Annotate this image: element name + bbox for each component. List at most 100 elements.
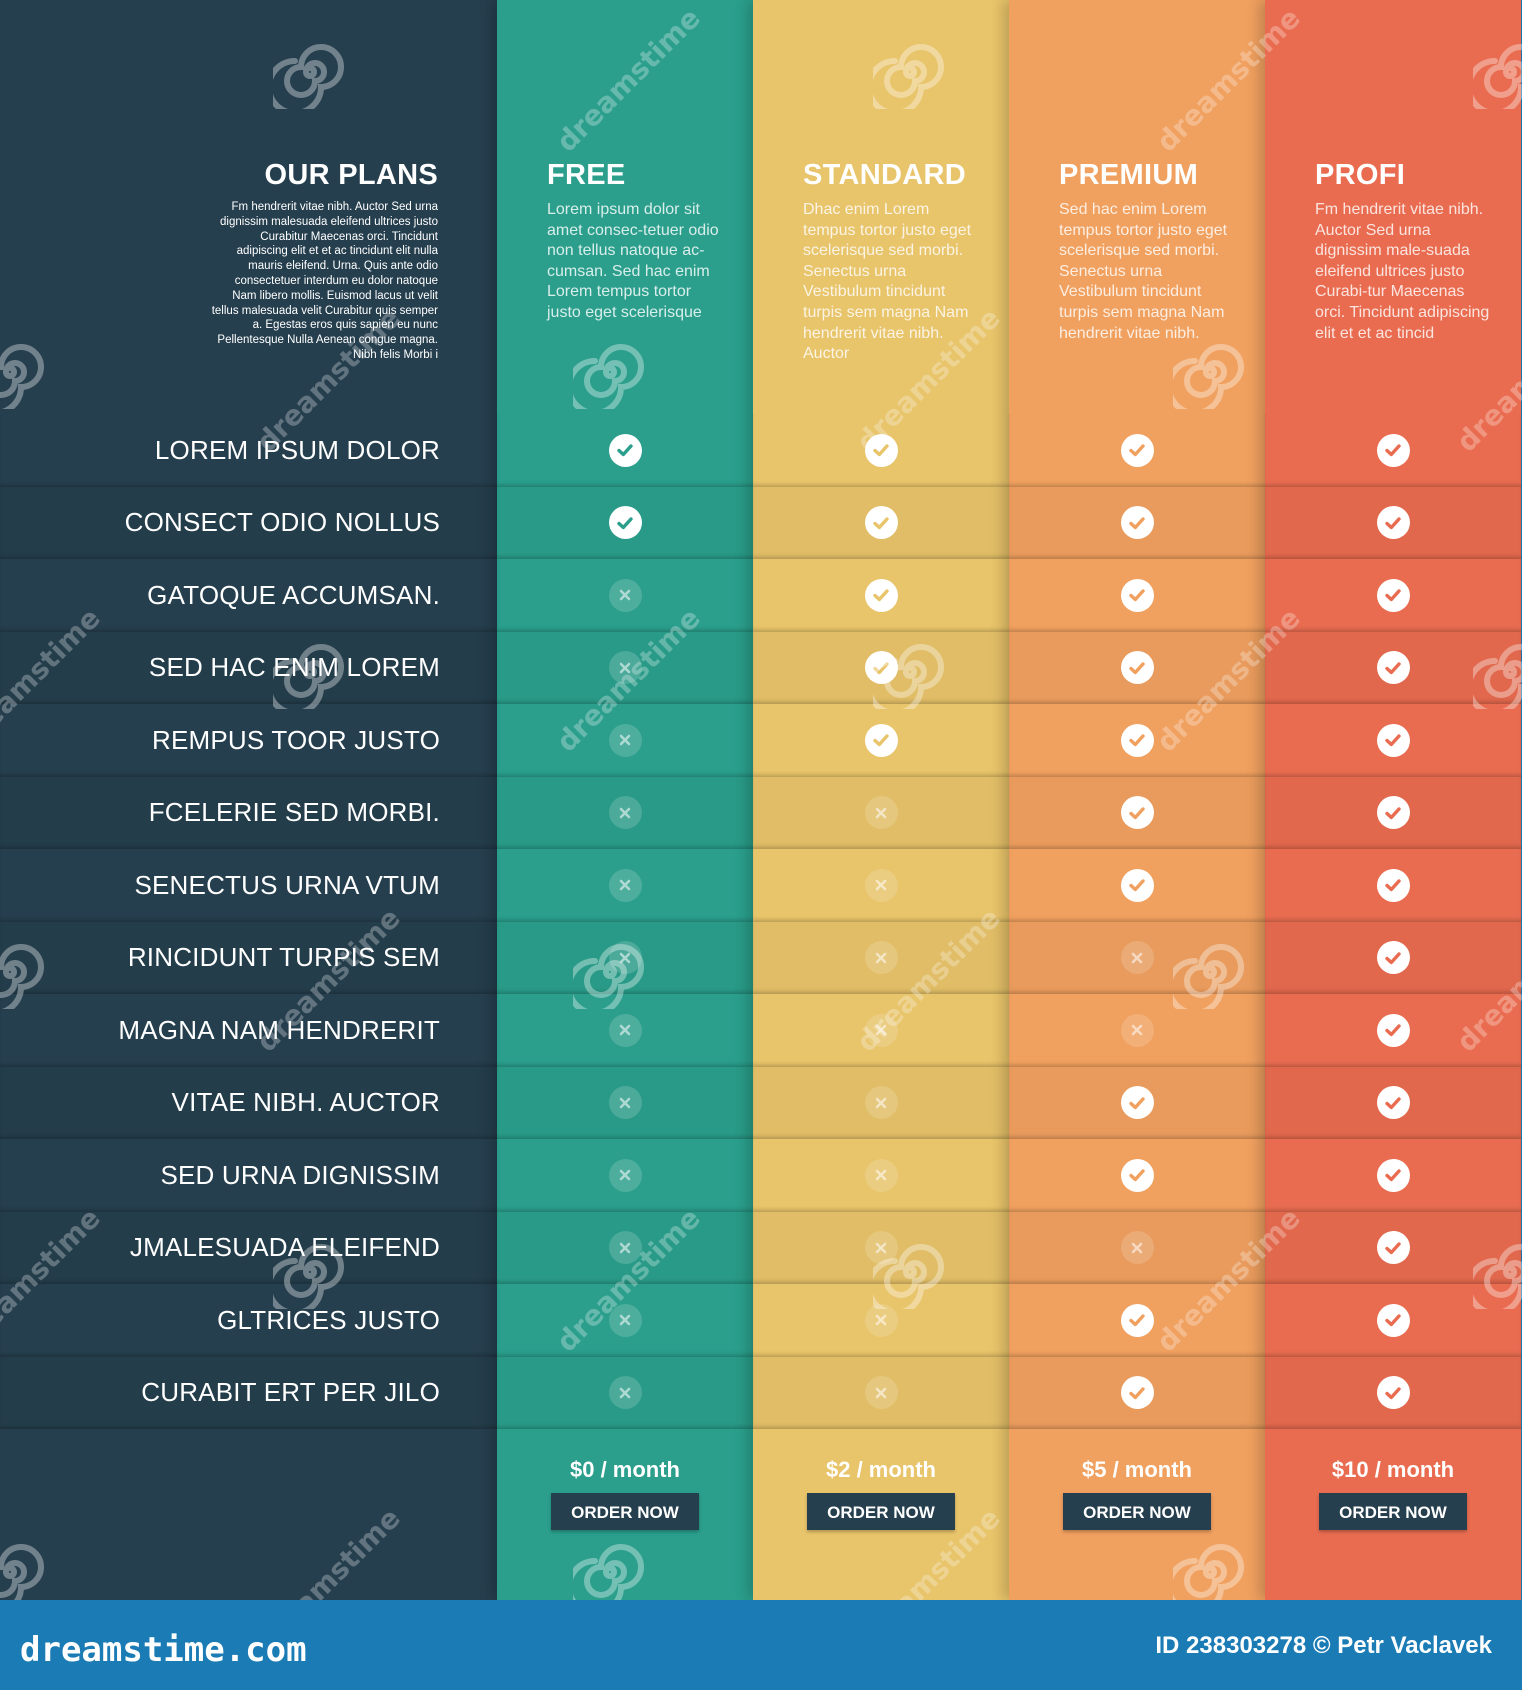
- feature-cell: [753, 994, 1009, 1067]
- x-circle-icon: [608, 578, 642, 612]
- check-circle-icon: [864, 578, 898, 612]
- x-circle-icon: [864, 1158, 898, 1192]
- plan-header: PROFI Fm hendrerit vitae nibh. Auctor Sed…: [1265, 0, 1521, 414]
- plan-price: $5 / month: [1081, 1457, 1192, 1482]
- feature-row: FCELERIE SED MORBI.: [0, 777, 497, 850]
- check-circle-icon: [1376, 1376, 1410, 1410]
- order-now-button[interactable]: ORDER NOW: [1319, 1493, 1467, 1530]
- x-circle-icon: [1120, 1231, 1154, 1265]
- feature-cell: [753, 1067, 1009, 1140]
- x-circle-icon: [864, 1086, 898, 1120]
- plan-feature-list: [1265, 414, 1521, 1429]
- feature-row: SED URNA DIGNISSIM: [0, 1139, 497, 1212]
- check-circle-icon: [1376, 1303, 1410, 1337]
- plan-column-free: FREE Lorem ipsum dolor sit amet consec-te…: [497, 0, 753, 1600]
- feature-cell: [753, 922, 1009, 995]
- check-circle-icon: [1376, 578, 1410, 612]
- check-circle-icon: [1376, 506, 1410, 540]
- x-circle-icon: [864, 1376, 898, 1410]
- check-circle-icon: [1120, 1376, 1154, 1410]
- plan-name: PREMIUM: [1059, 159, 1199, 191]
- feature-label: SED HAC ENIM LOREM: [148, 652, 440, 683]
- plan-description: Sed hac enim Lorem tempus tortor justo e…: [1059, 201, 1228, 342]
- feature-cell: [753, 777, 1009, 850]
- intro-text: Fm hendrerit vitae nibh. Auctor Sed urna…: [211, 201, 438, 361]
- feature-cell: [753, 632, 1009, 705]
- feature-cell: [1265, 849, 1521, 922]
- feature-cell: [497, 1212, 753, 1285]
- feature-cell: [1265, 922, 1521, 995]
- feature-row: SED HAC ENIM LOREM: [0, 632, 497, 705]
- check-circle-icon: [1376, 1013, 1410, 1047]
- plan-feature-list: [1009, 414, 1265, 1429]
- feature-label: GLTRICES JUSTO: [217, 1304, 440, 1335]
- check-circle-icon: [608, 506, 642, 540]
- plan-description: Lorem ipsum dolor sit amet consec-tetuer…: [547, 201, 719, 321]
- feature-cell: [753, 414, 1009, 487]
- section-title: OUR PLANS: [264, 159, 438, 191]
- order-now-button[interactable]: ORDER NOW: [807, 1493, 955, 1530]
- feature-cell: [1265, 414, 1521, 487]
- feature-cell: [497, 559, 753, 632]
- order-now-button[interactable]: ORDER NOW: [551, 1493, 699, 1530]
- x-circle-icon: [864, 1231, 898, 1265]
- plan-description: Dhac enim Lorem tempus tortor justo eget…: [803, 201, 972, 363]
- feature-cell: [1265, 994, 1521, 1067]
- feature-cell: [497, 704, 753, 777]
- feature-cell: [1265, 632, 1521, 705]
- feature-cell: [1009, 777, 1265, 850]
- feature-cell: [1009, 632, 1265, 705]
- feature-cell: [497, 1357, 753, 1430]
- check-circle-icon: [1120, 433, 1154, 467]
- x-circle-icon: [608, 651, 642, 685]
- plan-footer: $0 / month ORDER NOW: [497, 1429, 753, 1600]
- feature-cell: [1009, 414, 1265, 487]
- x-circle-icon: [864, 868, 898, 902]
- feature-cell: [497, 777, 753, 850]
- x-circle-icon: [1120, 1013, 1154, 1047]
- x-circle-icon: [608, 1086, 642, 1120]
- check-circle-icon: [1376, 1231, 1410, 1265]
- feature-row: LOREM IPSUM DOLOR: [0, 414, 497, 487]
- plan-header: STANDARD Dhac enim Lorem tempus tortor ju…: [753, 0, 1009, 414]
- feature-cell: [497, 487, 753, 560]
- feature-row: VITAE NIBH. AUCTOR: [0, 1067, 497, 1140]
- feature-cell: [753, 487, 1009, 560]
- feature-label: SED URNA DIGNISSIM: [160, 1159, 440, 1190]
- feature-list: LOREM IPSUM DOLOR CONSECT ODIO NOLLUS GATO…: [0, 414, 497, 1429]
- x-circle-icon: [864, 941, 898, 975]
- check-circle-icon: [1376, 723, 1410, 757]
- features-column: OUR PLANS Fm hendrerit vitae nibh. Aucto…: [0, 0, 497, 1600]
- check-circle-icon: [1376, 651, 1410, 685]
- x-circle-icon: [864, 1303, 898, 1337]
- feature-cell: [1265, 704, 1521, 777]
- feature-row: GLTRICES JUSTO: [0, 1284, 497, 1357]
- plan-feature-list: [497, 414, 753, 1429]
- feature-cell: [753, 1212, 1009, 1285]
- x-circle-icon: [608, 1376, 642, 1410]
- check-circle-icon: [1120, 651, 1154, 685]
- plan-footer: $10 / month ORDER NOW: [1265, 1429, 1521, 1600]
- check-circle-icon: [1120, 796, 1154, 830]
- feature-cell: [753, 1139, 1009, 1212]
- feature-cell: [1009, 1212, 1265, 1285]
- feature-cell: [753, 1357, 1009, 1430]
- feature-cell: [497, 1067, 753, 1140]
- plan-header: FREE Lorem ipsum dolor sit amet consec-te…: [497, 0, 753, 414]
- check-circle-icon: [608, 433, 642, 467]
- x-circle-icon: [608, 868, 642, 902]
- feature-cell: [753, 559, 1009, 632]
- feature-label: LOREM IPSUM DOLOR: [154, 434, 440, 465]
- x-circle-icon: [608, 941, 642, 975]
- image-credit: ID 238303278 © Petr Vaclavek: [1155, 1632, 1492, 1659]
- order-now-button[interactable]: ORDER NOW: [1063, 1493, 1211, 1530]
- feature-cell: [497, 849, 753, 922]
- check-circle-icon: [1376, 868, 1410, 902]
- feature-label: REMPUS TOOR JUSTO: [151, 724, 440, 755]
- watermark-bar: dreamstime.com ID 238303278 © Petr Vacla…: [0, 1600, 1522, 1690]
- feature-row: RINCIDUNT TURPIS SEM: [0, 922, 497, 995]
- feature-label: VITAE NIBH. AUCTOR: [171, 1087, 440, 1118]
- feature-row: JMALESUADA ELEIFEND: [0, 1212, 497, 1285]
- feature-cell: [1265, 1067, 1521, 1140]
